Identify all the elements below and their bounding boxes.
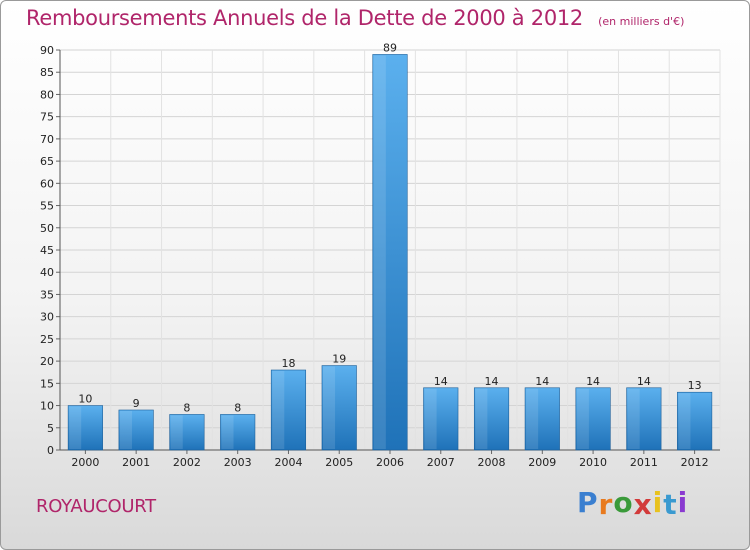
bar-highlight xyxy=(576,388,589,449)
y-tick-labels: 0 5 10 15 20 25 30 35 40 45 50 55 60 65 70 75 80 85 90 xyxy=(40,44,54,457)
data-label-2003: 8 xyxy=(234,401,241,414)
x-tick-label-2012: 2012 xyxy=(681,456,709,469)
y-tick-label: 25 xyxy=(40,333,54,346)
y-tick-label: 80 xyxy=(40,88,54,101)
bar-highlight xyxy=(475,388,488,449)
x-tick-label-2006: 2006 xyxy=(376,456,404,469)
bar-highlight xyxy=(69,406,82,449)
data-label-2005: 19 xyxy=(332,353,346,366)
bar-2000 xyxy=(67,405,103,451)
bar-2012 xyxy=(677,391,713,451)
data-label-2001: 9 xyxy=(133,397,140,410)
bar-highlight xyxy=(170,415,183,449)
bar-2002 xyxy=(169,414,205,451)
data-label-2002: 8 xyxy=(183,401,190,414)
x-tick-label-2009: 2009 xyxy=(528,456,556,469)
chart-unit-subtitle: (en milliers d'€) xyxy=(598,15,685,28)
data-label-2009: 14 xyxy=(535,375,549,388)
data-label-2011: 14 xyxy=(637,375,651,388)
data-label-2007: 14 xyxy=(434,375,448,388)
data-label-2004: 18 xyxy=(281,357,295,370)
bar-highlight xyxy=(119,411,132,449)
logo-letter: r xyxy=(598,488,614,521)
y-tick-label: 45 xyxy=(40,244,54,257)
y-tick-label: 85 xyxy=(40,66,54,79)
y-tick-label: 30 xyxy=(40,311,54,324)
bar-2009 xyxy=(524,387,560,451)
x-tick-label-2000: 2000 xyxy=(71,456,99,469)
x-tick-label-2002: 2002 xyxy=(173,456,201,469)
logo-letter: P xyxy=(577,486,599,519)
bar-2011 xyxy=(626,387,662,451)
data-label-2010: 14 xyxy=(586,375,600,388)
bar-highlight xyxy=(678,393,691,449)
bar-highlight xyxy=(526,388,539,449)
y-tick-label: 75 xyxy=(40,111,54,124)
chart-title: Remboursements Annuels de la Dette de 20… xyxy=(26,6,583,30)
chart-title-row: Remboursements Annuels de la Dette de 20… xyxy=(26,6,684,30)
data-label-2006: 89 xyxy=(383,41,397,54)
y-tick-label: 15 xyxy=(40,377,54,390)
x-tick-label-2011: 2011 xyxy=(630,456,658,469)
y-tick-label: 35 xyxy=(40,288,54,301)
y-tick-label: 40 xyxy=(40,266,54,279)
commune-name: ROYAUCOURT xyxy=(36,496,156,517)
bar-2005 xyxy=(321,365,357,451)
y-tick-label: 20 xyxy=(40,355,54,368)
logo-letter: i xyxy=(677,486,689,519)
x-tick-label-2001: 2001 xyxy=(122,456,150,469)
bar-2010 xyxy=(575,387,611,451)
y-tick-label: 55 xyxy=(40,200,54,213)
y-tick-label: 10 xyxy=(40,400,54,413)
logo-letter: t xyxy=(663,488,678,521)
bar-highlight xyxy=(424,388,437,449)
bars: 10 9 8 8 18 19 89 14 14 14 14 14 13 xyxy=(67,41,713,451)
logo-letter: i xyxy=(652,486,664,519)
logo-letter: x xyxy=(633,488,653,521)
bar-highlight xyxy=(627,388,640,449)
bar-2001 xyxy=(118,409,154,451)
y-tick-label: 5 xyxy=(47,422,54,435)
x-tick-labels: 2000 2001 2002 2003 2004 2005 2006 2007 2008 2009… xyxy=(71,456,708,469)
y-tick-label: 90 xyxy=(40,44,54,57)
y-tick-label: 70 xyxy=(40,133,54,146)
x-tick-label-2007: 2007 xyxy=(427,456,455,469)
x-tick-label-2005: 2005 xyxy=(325,456,353,469)
x-tick-label-2010: 2010 xyxy=(579,456,607,469)
y-tick-label: 50 xyxy=(40,222,54,235)
data-label-2008: 14 xyxy=(485,375,499,388)
bar-2004 xyxy=(270,369,307,451)
y-tick-label: 0 xyxy=(47,444,54,457)
bar-2003 xyxy=(220,414,256,451)
x-tick-label-2008: 2008 xyxy=(478,456,506,469)
bar-highlight xyxy=(373,55,386,449)
logo-letter: o xyxy=(613,486,634,519)
x-tick-label-2003: 2003 xyxy=(224,456,252,469)
y-tick-label: 60 xyxy=(40,177,54,190)
data-label-2012: 13 xyxy=(688,379,702,392)
bar-2007 xyxy=(423,387,459,451)
bar-2008 xyxy=(473,387,510,451)
bar-highlight xyxy=(322,366,336,449)
bar-highlight xyxy=(221,415,234,449)
bar-highlight xyxy=(272,371,285,449)
data-label-2000: 10 xyxy=(78,393,92,406)
y-tick-label: 65 xyxy=(40,155,54,168)
bar-2006 xyxy=(372,54,408,451)
proxiti-logo: Proxiti xyxy=(577,486,689,521)
x-tick-label-2004: 2004 xyxy=(274,456,302,469)
